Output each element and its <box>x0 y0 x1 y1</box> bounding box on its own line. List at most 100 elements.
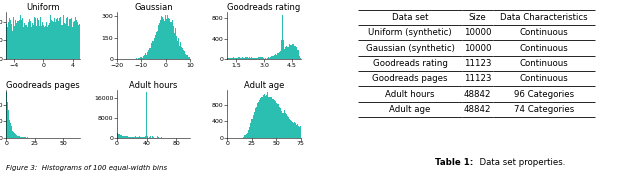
Bar <box>10 20 11 59</box>
Bar <box>145 53 146 59</box>
Bar <box>148 50 149 59</box>
Bar <box>47 18 49 59</box>
Bar <box>271 56 272 59</box>
Bar <box>279 52 280 59</box>
Bar <box>186 55 187 59</box>
Bar <box>268 57 269 59</box>
Bar <box>159 23 160 59</box>
Bar <box>157 137 158 138</box>
Bar <box>283 113 284 138</box>
Bar <box>169 19 170 59</box>
Bar <box>184 53 185 59</box>
Bar <box>129 137 130 138</box>
Bar <box>291 45 292 59</box>
Bar <box>22 19 23 59</box>
Title: Goodreads rating: Goodreads rating <box>227 3 301 12</box>
Bar <box>300 126 301 138</box>
Bar <box>240 58 241 59</box>
Bar <box>21 137 22 138</box>
Bar <box>118 134 119 138</box>
Bar <box>25 137 26 138</box>
Bar <box>76 20 77 59</box>
Bar <box>12 131 13 138</box>
Bar <box>155 35 156 59</box>
Bar <box>289 119 290 138</box>
Bar <box>55 22 56 59</box>
Bar <box>280 108 281 138</box>
Bar <box>281 111 282 138</box>
Bar <box>8 115 10 138</box>
Bar <box>243 58 244 59</box>
Bar <box>134 137 135 138</box>
Bar <box>141 137 142 138</box>
Bar <box>128 137 129 138</box>
Bar <box>147 136 148 138</box>
Bar <box>284 110 285 138</box>
Bar <box>285 113 286 138</box>
Bar <box>170 22 172 59</box>
Bar <box>31 27 32 59</box>
Bar <box>131 137 132 138</box>
Bar <box>20 137 21 138</box>
Bar <box>16 23 17 59</box>
Bar <box>8 25 10 59</box>
Bar <box>188 57 189 59</box>
Bar <box>139 58 140 59</box>
Bar <box>244 135 245 138</box>
Bar <box>280 51 281 59</box>
Bar <box>238 57 239 59</box>
Bar <box>23 137 24 138</box>
Bar <box>293 123 294 138</box>
Bar <box>10 123 11 138</box>
Bar <box>6 93 7 138</box>
Bar <box>37 18 38 59</box>
Title: Goodreads pages: Goodreads pages <box>6 81 80 90</box>
Bar <box>285 47 286 59</box>
Bar <box>144 137 145 138</box>
Bar <box>7 102 8 138</box>
Bar <box>266 95 267 138</box>
Bar <box>247 57 248 59</box>
Bar <box>67 17 68 59</box>
Bar <box>25 25 26 59</box>
Bar <box>235 57 236 59</box>
Bar <box>259 100 260 138</box>
Bar <box>19 136 20 138</box>
Bar <box>276 55 277 59</box>
Bar <box>49 23 50 59</box>
Bar <box>269 58 270 59</box>
Bar <box>275 101 276 138</box>
Bar <box>272 99 273 138</box>
Bar <box>41 26 42 59</box>
Bar <box>11 24 12 59</box>
Bar <box>267 58 268 59</box>
Bar <box>177 41 178 59</box>
Bar <box>245 57 246 59</box>
Bar <box>79 24 80 59</box>
Bar <box>165 15 166 59</box>
Bar <box>156 32 157 59</box>
Bar <box>15 134 16 138</box>
Bar <box>145 133 146 138</box>
Bar <box>124 136 125 138</box>
Bar <box>179 46 180 59</box>
Bar <box>13 132 14 138</box>
Bar <box>71 18 72 59</box>
Bar <box>146 55 147 59</box>
Bar <box>288 117 289 138</box>
Bar <box>65 24 66 59</box>
Bar <box>297 50 298 59</box>
Bar <box>38 20 39 59</box>
Bar <box>294 122 295 138</box>
Bar <box>257 58 258 59</box>
Bar <box>43 25 44 59</box>
Bar <box>259 57 260 59</box>
Bar <box>300 58 301 59</box>
Bar <box>256 58 257 59</box>
Bar <box>36 23 37 59</box>
Title: Adult hours: Adult hours <box>129 81 178 90</box>
Bar <box>261 97 262 138</box>
Bar <box>13 21 15 59</box>
Bar <box>135 136 136 138</box>
Bar <box>126 136 127 138</box>
